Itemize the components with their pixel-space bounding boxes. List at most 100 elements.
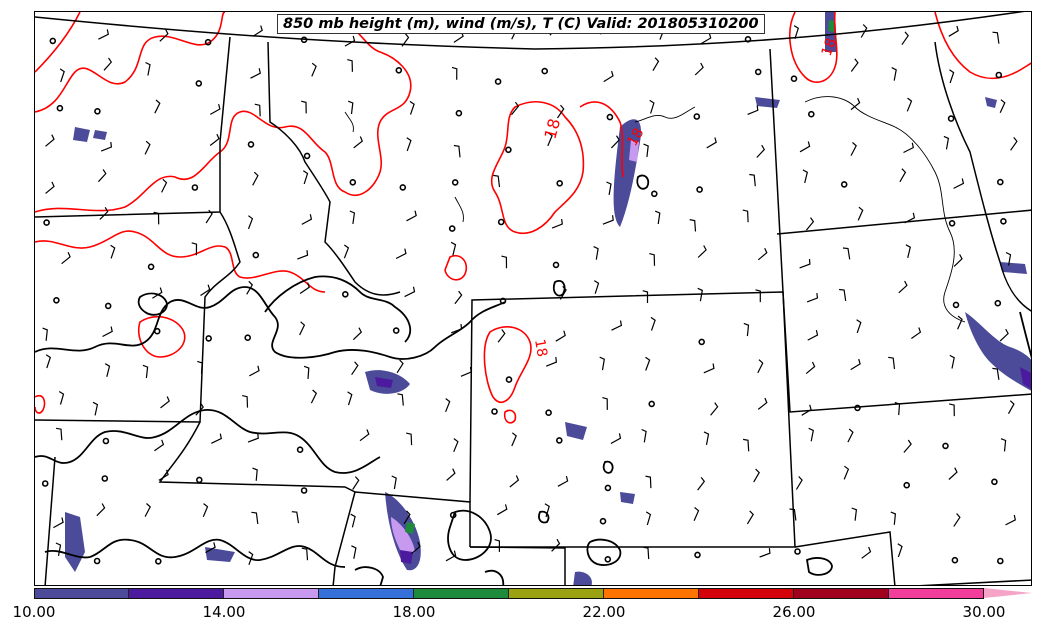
wind-barb xyxy=(202,503,209,518)
wind-barb xyxy=(703,431,710,446)
wind-barb xyxy=(291,511,300,524)
wind-barb xyxy=(645,511,652,526)
wind-barb xyxy=(511,432,517,447)
contour-label-18: 18 xyxy=(531,338,550,358)
wind-barb xyxy=(801,404,812,416)
calm-wind-circle xyxy=(951,556,959,564)
wind-barb xyxy=(142,364,149,379)
calm-wind-circle xyxy=(744,35,752,43)
wind-barb xyxy=(396,359,404,374)
colorbar-segment xyxy=(129,588,224,599)
wind-barb xyxy=(1010,137,1018,151)
wind-barb xyxy=(747,105,759,115)
wind-barb xyxy=(643,143,649,157)
calm-wind-circle xyxy=(1000,218,1007,225)
wind-barb xyxy=(992,367,1000,380)
wind-barb xyxy=(593,246,599,260)
wind-barb xyxy=(901,31,909,46)
wind-barb xyxy=(650,316,656,331)
colorbar-extend-arrow xyxy=(984,588,1032,598)
calm-wind-circle xyxy=(101,475,109,482)
wind-barb xyxy=(544,503,550,518)
calm-wind-circle xyxy=(995,71,1003,79)
wind-barb xyxy=(205,542,216,554)
wind-barb xyxy=(894,401,901,416)
wind-barb xyxy=(153,211,160,225)
wind-barb xyxy=(445,398,451,413)
wind-barb xyxy=(749,173,756,187)
wind-barb xyxy=(144,140,151,155)
wind-barb xyxy=(850,97,861,111)
calm-wind-circle xyxy=(449,511,457,519)
calm-wind-circle xyxy=(395,66,403,74)
wind-barb xyxy=(58,390,65,405)
wind-barb xyxy=(697,245,707,258)
wind-barb xyxy=(641,428,647,443)
shade-blob xyxy=(965,312,1031,391)
wind-barb xyxy=(200,284,211,297)
calm-wind-circle xyxy=(303,152,311,160)
wind-barb xyxy=(897,543,903,558)
wind-barb xyxy=(843,465,850,480)
shade-blob xyxy=(1020,367,1031,389)
state-borders xyxy=(35,12,1031,585)
wind-barb xyxy=(45,134,55,147)
shade-blob xyxy=(205,547,235,562)
wind-barb xyxy=(999,328,1009,342)
wind-barb xyxy=(610,433,622,445)
wind-barb xyxy=(851,507,858,521)
calm-wind-circle xyxy=(942,442,949,450)
wind-barb xyxy=(98,29,109,40)
calm-wind-circle xyxy=(794,548,801,555)
wind-barb xyxy=(497,329,506,343)
wind-barb xyxy=(103,57,113,71)
wind-barb xyxy=(948,467,958,480)
wind-barb xyxy=(906,97,913,112)
wind-barb xyxy=(805,217,815,231)
wind-barb xyxy=(406,137,412,152)
colorbar-segment xyxy=(224,588,319,599)
colorbar-segment xyxy=(319,588,414,599)
wind-barb xyxy=(409,100,415,115)
wind-barb xyxy=(403,510,411,525)
colorbar-segment xyxy=(509,588,604,599)
wind-barb xyxy=(351,361,359,376)
wind-barb xyxy=(158,469,169,481)
wind-barb xyxy=(252,25,263,37)
temperature-contours xyxy=(35,12,1031,424)
calm-wind-circle xyxy=(541,67,549,75)
calm-wind-circle xyxy=(93,557,101,565)
wind-barb xyxy=(799,141,811,153)
wind-barb xyxy=(246,280,254,295)
calm-wind-circle xyxy=(451,179,459,186)
colorbar-tick-label: 14.00 xyxy=(202,603,246,621)
wind-barb xyxy=(161,178,168,193)
wind-barb xyxy=(551,218,563,229)
wind-barb xyxy=(857,206,864,221)
wind-barb xyxy=(97,169,107,183)
wind-barb xyxy=(301,214,313,225)
calm-wind-circle xyxy=(556,180,564,187)
calm-wind-circle xyxy=(497,218,505,226)
wind-barb xyxy=(359,429,370,442)
wind-barb xyxy=(703,363,715,374)
calm-wind-circle xyxy=(41,480,49,487)
wind-barb xyxy=(347,100,354,115)
wind-barb xyxy=(451,66,458,80)
wind-barb xyxy=(992,31,1000,44)
wind-barb xyxy=(755,289,761,303)
wind-barb xyxy=(197,360,203,374)
wind-barb xyxy=(957,315,963,330)
colorbar-segment xyxy=(604,588,699,599)
wind-barb xyxy=(509,475,520,488)
calm-wind-circle xyxy=(399,184,407,191)
wind-barb xyxy=(611,320,623,331)
colorbar-tick-label: 26.00 xyxy=(772,603,816,621)
calm-wind-circle xyxy=(604,484,612,492)
wind-barb xyxy=(610,135,620,149)
calm-wind-circle xyxy=(155,557,162,565)
height-contours xyxy=(35,174,1031,585)
wind-barb xyxy=(654,210,661,225)
calm-wind-circle xyxy=(996,178,1004,186)
wind-barb xyxy=(759,548,771,558)
